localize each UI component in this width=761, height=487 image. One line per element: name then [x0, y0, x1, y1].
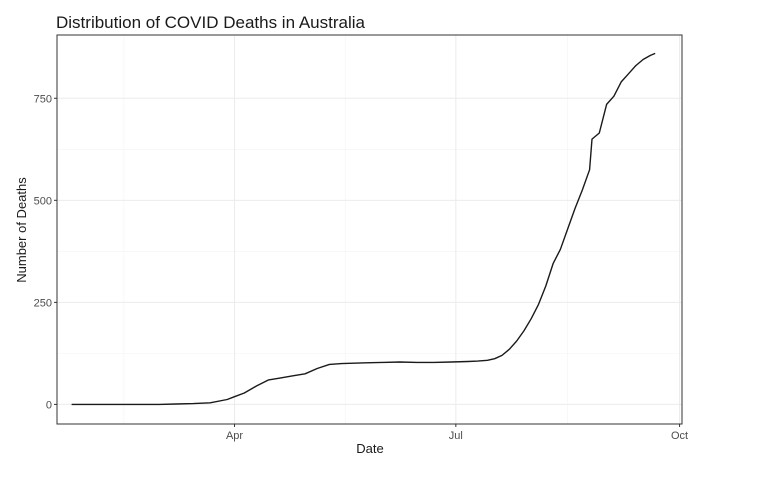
- x-axis-title: Date: [356, 441, 383, 456]
- series-layer: [71, 52, 656, 406]
- x-axis: Apr Jul Oct: [226, 424, 688, 442]
- grid: [57, 35, 682, 424]
- x-tick-label: Oct: [671, 430, 688, 442]
- chart-title: Distribution of COVID Deaths in Australi…: [56, 13, 366, 32]
- x-tick-label: Apr: [226, 430, 243, 442]
- y-tick-label: 250: [34, 297, 52, 309]
- y-axis-title: Number of Deaths: [14, 177, 29, 283]
- y-tick-label: 500: [34, 195, 52, 207]
- y-tick-label: 750: [34, 93, 52, 105]
- x-tick-label: Jul: [449, 430, 463, 442]
- y-axis: 0 250 500 750: [34, 93, 57, 411]
- deaths-line: [71, 52, 656, 406]
- plot-panel: [56, 34, 683, 425]
- y-tick-label: 0: [46, 399, 52, 411]
